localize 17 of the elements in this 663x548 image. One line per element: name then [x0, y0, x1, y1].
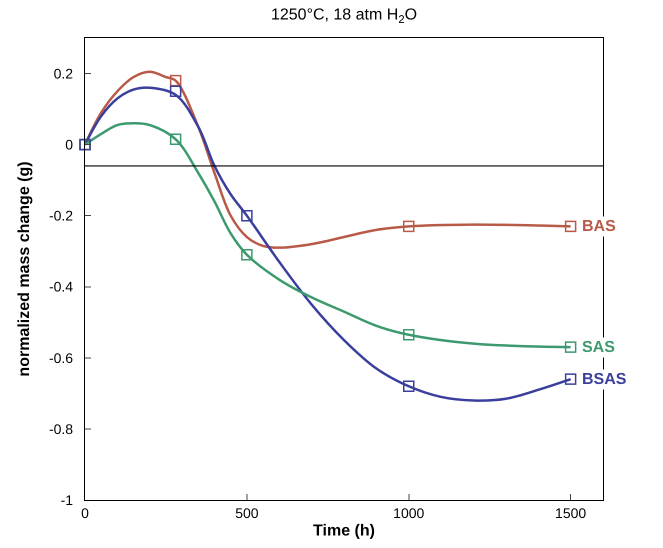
series-label: SAS [582, 339, 616, 356]
chart-title: 1250°C, 18 atm H$_{2}$O [270, 6, 418, 26]
x-tick-label: 0 [81, 504, 90, 521]
y-tick-label: 0.2 [54, 65, 74, 82]
y-tick-label: -1 [60, 492, 74, 508]
x-axis-title: Time (h) [313, 522, 375, 540]
y-tick-label: -0.6 [48, 350, 74, 366]
y-tick-label: -0.4 [48, 278, 74, 295]
x-tick-label: 1500 [555, 504, 586, 521]
y-tick-label: -0.8 [48, 420, 74, 437]
y-tick-label: -0.2 [48, 208, 74, 224]
y-tick-label: 0 [65, 136, 74, 153]
series-label: BSAS [582, 371, 627, 388]
x-tick-label: 1000 [393, 504, 425, 521]
y-axis-title: normalized mass change (g) [16, 161, 33, 377]
x-tick-label: 500 [235, 504, 259, 521]
series-label: BAS [582, 218, 616, 235]
